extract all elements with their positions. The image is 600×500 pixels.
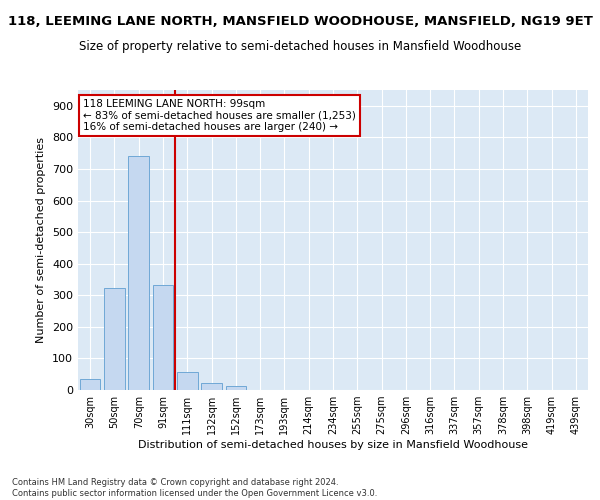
- Text: 118 LEEMING LANE NORTH: 99sqm
← 83% of semi-detached houses are smaller (1,253)
: 118 LEEMING LANE NORTH: 99sqm ← 83% of s…: [83, 99, 356, 132]
- X-axis label: Distribution of semi-detached houses by size in Mansfield Woodhouse: Distribution of semi-detached houses by …: [138, 440, 528, 450]
- Bar: [201, 383, 222, 390]
- Text: Size of property relative to semi-detached houses in Mansfield Woodhouse: Size of property relative to semi-detach…: [79, 40, 521, 53]
- Bar: [128, 156, 149, 390]
- Y-axis label: Number of semi-detached properties: Number of semi-detached properties: [37, 137, 46, 343]
- Text: 118, LEEMING LANE NORTH, MANSFIELD WOODHOUSE, MANSFIELD, NG19 9ET: 118, LEEMING LANE NORTH, MANSFIELD WOODH…: [8, 15, 592, 28]
- Text: Contains HM Land Registry data © Crown copyright and database right 2024.
Contai: Contains HM Land Registry data © Crown c…: [12, 478, 377, 498]
- Bar: [177, 372, 197, 390]
- Bar: [152, 285, 173, 390]
- Bar: [226, 386, 246, 390]
- Bar: [104, 288, 125, 390]
- Bar: [80, 379, 100, 390]
